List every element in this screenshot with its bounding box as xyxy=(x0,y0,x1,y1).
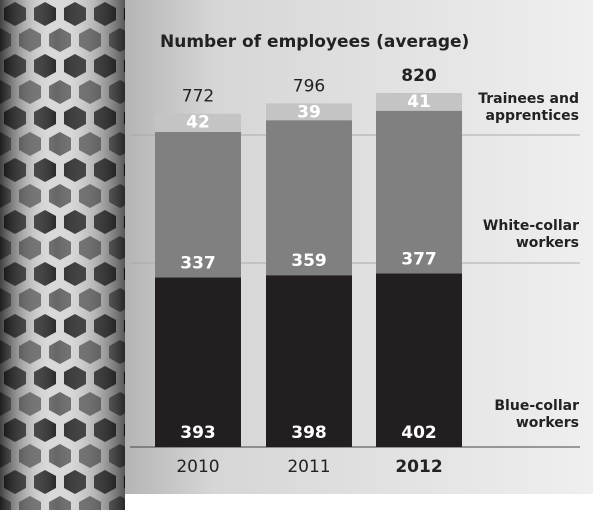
value-label: 393 xyxy=(180,423,216,443)
chart-title: Number of employees (average) xyxy=(160,32,469,52)
x-tick-label: 2010 xyxy=(176,457,219,477)
x-tick-label: 2011 xyxy=(287,457,330,477)
value-label: 337 xyxy=(180,253,216,273)
bar-segment xyxy=(266,120,352,276)
value-label: 402 xyxy=(401,423,437,443)
bar-segment xyxy=(266,103,352,121)
total-label: 796 xyxy=(293,76,325,96)
legend-label: Trainees and apprentices xyxy=(478,91,579,124)
total-label: 820 xyxy=(401,66,437,86)
value-label: 39 xyxy=(297,102,321,122)
bar-segment xyxy=(376,93,462,111)
legend-label: White-collar workers xyxy=(482,218,579,251)
bar-segment xyxy=(155,277,241,447)
value-label: 377 xyxy=(401,249,437,269)
value-label: 359 xyxy=(291,251,327,271)
bar-segment xyxy=(376,110,462,274)
total-label: 772 xyxy=(182,87,214,107)
value-label: 398 xyxy=(291,423,327,443)
legend-label: Blue-collar workers xyxy=(494,398,579,431)
x-tick-label: 2012 xyxy=(395,457,442,477)
bar-segment xyxy=(376,273,462,447)
bar-segment xyxy=(266,275,352,447)
cylinder-shade xyxy=(0,0,125,510)
bar-segment xyxy=(155,131,241,278)
value-label: 41 xyxy=(407,92,431,112)
value-label: 42 xyxy=(186,113,210,133)
bar-segment xyxy=(155,113,241,132)
